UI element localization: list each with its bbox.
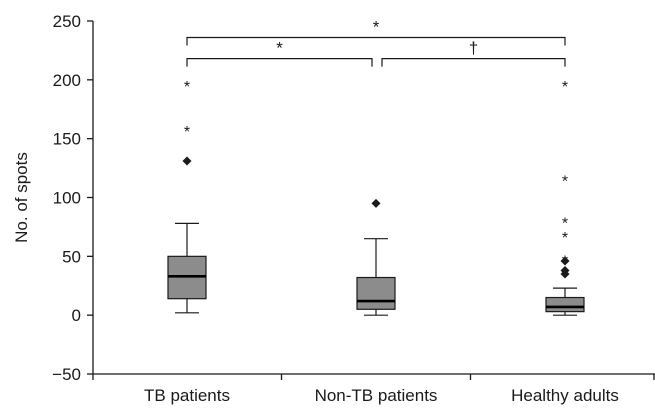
y-tick-label: 200 (53, 71, 81, 90)
y-tick-label: −50 (52, 365, 81, 384)
significance-label: * (276, 39, 283, 58)
extreme-star: * (184, 79, 190, 96)
box-group: ** (167, 79, 207, 314)
y-tick-label: 0 (72, 306, 81, 325)
x-tick-label: Non-TB patients (315, 386, 438, 405)
extreme-star: * (562, 79, 568, 96)
significance-bracket (381, 58, 566, 67)
x-tick-label: Healthy adults (511, 386, 619, 405)
box-group (356, 198, 396, 316)
extreme-star: * (562, 173, 568, 190)
box-group: ***** (545, 79, 585, 316)
outlier-diamond (560, 256, 570, 266)
outlier-diamond (560, 265, 570, 275)
outlier-diamond (371, 198, 381, 208)
significance-bracket (186, 36, 566, 46)
box-iqr (356, 276, 396, 310)
extreme-star: * (562, 216, 568, 233)
extreme-star: * (562, 230, 568, 247)
significance-label: * (373, 17, 380, 36)
y-tick-label: 100 (53, 189, 81, 208)
y-tick-label: 150 (53, 130, 81, 149)
y-tick-label: 50 (62, 247, 81, 266)
x-axis: TB patients Non-TB patients Healthy adults (92, 373, 655, 405)
boxes: ******* (167, 79, 585, 316)
significance-label: † (469, 39, 478, 58)
outlier-diamond (182, 156, 192, 166)
y-axis-label: No. of spots (12, 152, 31, 243)
box-iqr (545, 296, 585, 313)
y-tick-label: 250 (53, 12, 81, 31)
significance-bracket (186, 58, 373, 67)
x-tick-label: TB patients (144, 386, 230, 405)
significance-brackets: * * † (186, 17, 566, 67)
extreme-star: * (184, 124, 190, 141)
y-axis: −50 0 50 100 150 200 250 (52, 12, 94, 384)
extreme-star: * (562, 253, 568, 270)
